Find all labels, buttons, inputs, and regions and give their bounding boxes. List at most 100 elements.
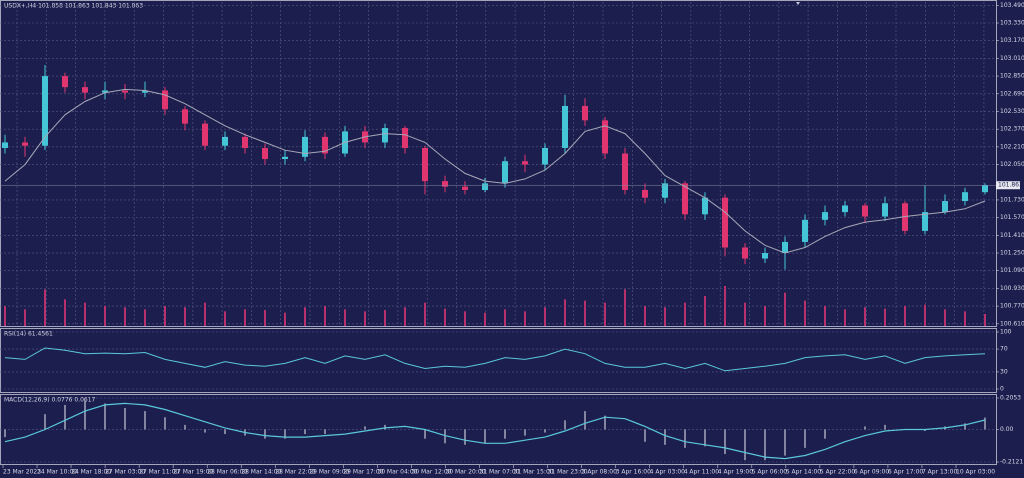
macd-bar <box>764 429 766 461</box>
macd-bar <box>684 429 686 448</box>
candle-body <box>262 147 268 160</box>
macd-bar <box>424 429 426 439</box>
y-tick-label: 103.010 <box>1000 55 1024 62</box>
macd-bar <box>504 429 506 439</box>
y-tick-label: 102.850 <box>1000 73 1024 80</box>
candle-body <box>222 136 228 146</box>
volume-bar <box>564 299 566 326</box>
volume-bar <box>584 300 586 326</box>
macd-bar <box>524 429 526 436</box>
x-tick-label: 27 Mar 19:00 <box>173 469 213 476</box>
macd-bar <box>84 400 86 430</box>
ma-line <box>4 88 986 254</box>
x-tick-label: 3 Apr 08:00 <box>582 469 617 476</box>
y-tick-label: 70 <box>1000 346 1008 353</box>
x-tick-label: 28 Mar 22:00 <box>275 469 315 476</box>
volume-bar <box>904 306 906 326</box>
volume-bar <box>844 309 846 326</box>
x-tick-label: 10 Apr 03:00 <box>956 469 995 476</box>
volume-bar <box>4 306 6 326</box>
volume-bar <box>964 311 966 326</box>
main-title: USDX+,H4 101.858 101.863 101.843 101.863 <box>4 3 143 10</box>
candle-body <box>902 203 908 231</box>
y-tick-label: 101.410 <box>1000 232 1024 239</box>
candle-body <box>462 186 468 190</box>
volume-bar <box>324 306 326 326</box>
macd-bar <box>104 403 106 430</box>
volume-bar <box>604 302 606 326</box>
candle-body <box>582 105 588 121</box>
macd-bar <box>324 429 326 435</box>
candle-body <box>82 87 88 93</box>
x-tick-label: 24 Mar 10:00 <box>37 469 77 476</box>
volume-bar <box>824 306 826 326</box>
candle-body <box>522 161 528 165</box>
macd-bar <box>364 426 366 430</box>
y-tick-label: 30 <box>1000 368 1008 375</box>
macd-bar <box>544 429 546 433</box>
y-tick-label: 101.250 <box>1000 250 1024 257</box>
volume-bar <box>744 302 746 326</box>
macd-bar <box>744 429 746 461</box>
macd-bar <box>144 411 146 430</box>
candle-body <box>742 247 748 259</box>
x-tick-label: 28 Mar 06:00 <box>207 469 247 476</box>
candle-body <box>302 136 308 157</box>
macd-bar <box>184 424 186 430</box>
volume-bar <box>684 302 686 326</box>
candle-body <box>642 189 648 198</box>
candle-body <box>422 147 428 182</box>
x-tick-label: 5 Apr 06:00 <box>752 469 787 476</box>
volume-bar <box>224 311 226 326</box>
candle-body <box>202 123 208 146</box>
candle-body <box>962 192 968 202</box>
volume-bar <box>524 311 526 326</box>
macd-bar <box>44 414 46 430</box>
volume-bar <box>404 307 406 326</box>
volume-bar <box>184 307 186 326</box>
y-tick-label: 0.2053 <box>1000 395 1021 402</box>
candle-body <box>842 205 848 213</box>
volume-bar <box>504 309 506 326</box>
volume-bar <box>644 306 646 326</box>
candle-body <box>722 197 728 248</box>
candle-body <box>162 90 168 110</box>
volume-bar <box>244 309 246 326</box>
y-tick-label: 100.770 <box>1000 303 1024 310</box>
x-tick-label: 23 Mar 2023 <box>3 469 41 476</box>
candle-body <box>922 212 928 231</box>
x-tick-label: 29 Mar 09:00 <box>309 469 349 476</box>
candle-body <box>482 183 488 190</box>
volume-bar <box>424 302 426 326</box>
candle-body <box>2 142 8 148</box>
volume-bar <box>344 309 346 326</box>
candle-body <box>562 105 568 148</box>
x-tick-label: 5 Apr 22:00 <box>820 469 855 476</box>
current-price: 101.863 <box>998 182 1023 189</box>
macd-bar <box>784 429 786 456</box>
volume-bar <box>144 309 146 326</box>
volume-bar <box>364 311 366 326</box>
macd-bar <box>704 429 706 447</box>
volume-bar <box>724 286 726 326</box>
candle-body <box>182 109 188 124</box>
x-tick-label: 5 Apr 14:00 <box>786 469 821 476</box>
candle-body <box>882 203 888 217</box>
macd-bar <box>984 417 986 430</box>
y-tick-label: 101.570 <box>1000 214 1024 221</box>
y-tick-label: 103.490 <box>1000 2 1024 9</box>
volume-bar <box>664 307 666 326</box>
x-tick-label: 4 Apr 11:00 <box>684 469 719 476</box>
volume-bar <box>864 307 866 326</box>
signal-line <box>4 402 986 460</box>
volume-bar <box>164 306 166 326</box>
y-tick-label: 102.210 <box>1000 143 1024 150</box>
x-tick-label: 6 Apr 09:00 <box>854 469 889 476</box>
price-tag <box>996 181 1020 190</box>
volume-bar <box>544 307 546 326</box>
macd-bar <box>164 417 166 430</box>
candle-body <box>142 90 148 93</box>
volume-bar <box>784 292 786 326</box>
candle-body <box>102 90 108 93</box>
